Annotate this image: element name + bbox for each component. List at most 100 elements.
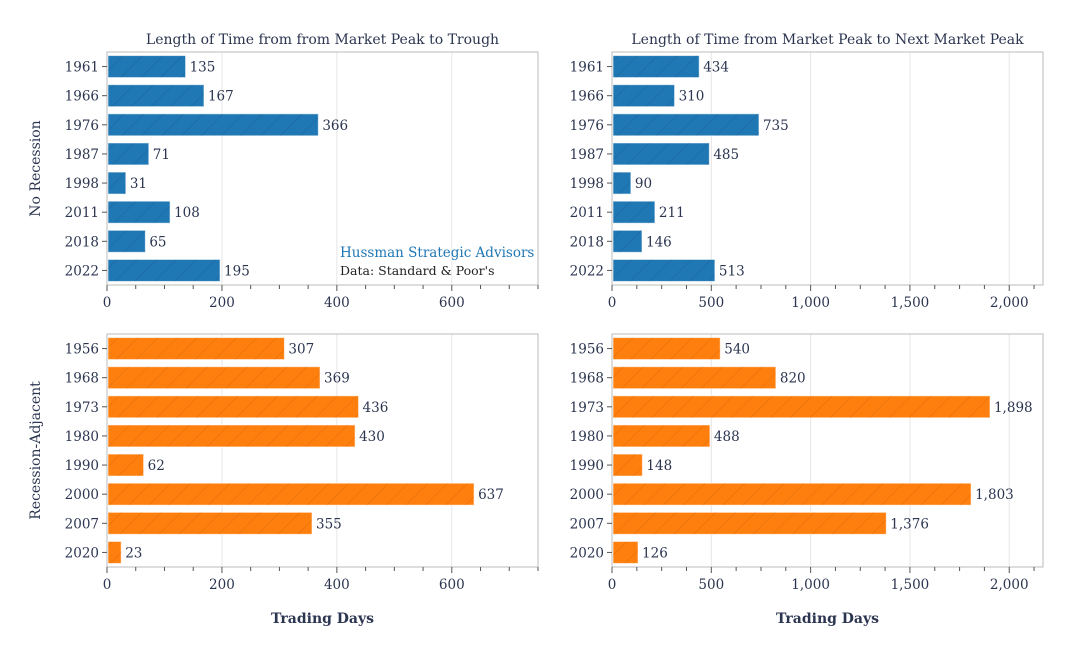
bar-hatch [613,454,643,477]
bar-hatch [613,483,972,506]
data-label: 62 [148,458,165,474]
x-tick-label: 1,000 [791,577,830,593]
x-tick-label: 400 [324,295,350,311]
data-label: 485 [713,147,739,163]
bar-hatch [108,512,313,535]
y-tick-label: 2020 [65,545,99,561]
panel-3: 0 200 400 600 1956 307 1968 369 1973 436 1980 430 19… [28,333,539,627]
data-label: 513 [719,263,745,279]
bar-hatch [108,230,146,253]
data-label: 90 [635,176,652,192]
bar-hatch [613,84,675,107]
plot-frame [106,51,539,286]
x-tick-label: 0 [103,295,112,311]
x-tick-label: 500 [698,295,724,311]
x-axis-label: Trading Days [776,611,879,627]
y-tick-label: 1987 [570,147,604,163]
x-tick-label: 0 [608,577,617,593]
bar-hatch [108,201,171,224]
x-tick-label: 1,500 [891,577,930,593]
bar-hatch [108,395,359,418]
panel-1: 0 200 400 600 1961 135 1966 167 1976 366 1987 71 199… [28,32,539,311]
y-tick-label: 2000 [65,487,99,503]
bar-hatch [108,366,321,389]
data-label: 488 [714,429,740,445]
panel-4: 0 500 1,000 1,500 2,000 1956 540 1968 820 1973 1,8… [570,333,1044,627]
y-tick-label: 1990 [65,458,99,474]
bar-hatch [613,366,776,389]
bar-hatch [613,142,710,165]
x-tick-label: 0 [103,577,112,593]
x-tick-label: 2,000 [990,295,1029,311]
bar-hatch [613,55,700,78]
panel-2: 0 500 1,000 1,500 2,000 1961 434 1966 310 1976 735… [570,32,1044,311]
data-label: 31 [130,176,147,192]
x-tick-label: 400 [324,577,350,593]
y-tick-label: 1973 [65,400,99,416]
y-tick-label: 2011 [65,205,99,221]
y-tick-label: 2022 [570,263,604,279]
y-tick-label: 2007 [570,516,604,532]
y-tick-label: 1998 [65,176,99,192]
y-tick-label: 1980 [65,429,99,445]
data-label: 310 [679,89,705,105]
y-tick-label: 1968 [570,371,604,387]
bar-hatch [613,424,710,447]
data-label: 148 [646,458,672,474]
bar-hatch [108,259,221,282]
bar-hatch [108,454,144,477]
y-axis-label: Recession-Adjacent [28,381,44,520]
bar-hatch [108,483,475,506]
data-label: 1,803 [975,487,1014,503]
data-label: 366 [322,118,348,134]
bar-hatch [613,172,631,195]
y-tick-label: 2020 [570,545,604,561]
bar-hatch [613,512,887,535]
x-tick-label: 2,000 [990,577,1029,593]
y-tick-label: 1998 [570,176,604,192]
bar-hatch [108,113,319,136]
x-axis-label: Trading Days [271,611,374,627]
plot-frame [611,51,1044,286]
data-label: 436 [363,400,389,416]
y-tick-label: 1980 [570,429,604,445]
data-label: 167 [208,89,234,105]
y-tick-label: 1990 [570,458,604,474]
data-label: 434 [703,60,729,76]
y-tick-label: 1976 [570,118,604,134]
bar-hatch [613,541,639,564]
y-tick-label: 2022 [65,263,99,279]
data-label: 820 [780,371,806,387]
data-label: 71 [153,147,170,163]
x-tick-label: 600 [439,577,465,593]
y-tick-label: 2000 [570,487,604,503]
bar-hatch [613,259,715,282]
bar-hatch [613,337,721,360]
y-axis-label: No Recession [28,120,44,216]
data-label: 355 [316,516,342,532]
bar-hatch [613,230,642,253]
data-label: 65 [149,234,166,250]
plot-frame [611,333,1044,568]
y-tick-label: 1961 [65,60,99,76]
y-tick-label: 1968 [65,371,99,387]
watermark-source: Data: Standard & Poor's [340,263,495,278]
data-label: 1,898 [994,400,1033,416]
bar-hatch [613,113,759,136]
bar-hatch [108,55,186,78]
bar-hatch [108,541,122,564]
y-tick-label: 1976 [65,118,99,134]
data-label: 637 [478,487,504,503]
y-tick-label: 2018 [65,234,99,250]
y-tick-label: 1961 [570,60,604,76]
y-tick-label: 2018 [570,234,604,250]
data-label: 735 [763,118,789,134]
data-label: 369 [324,371,350,387]
data-label: 1,376 [890,516,929,532]
y-tick-label: 2007 [65,516,99,532]
data-label: 146 [646,234,672,250]
data-label: 430 [359,429,385,445]
data-label: 135 [190,60,216,76]
data-label: 108 [174,205,200,221]
